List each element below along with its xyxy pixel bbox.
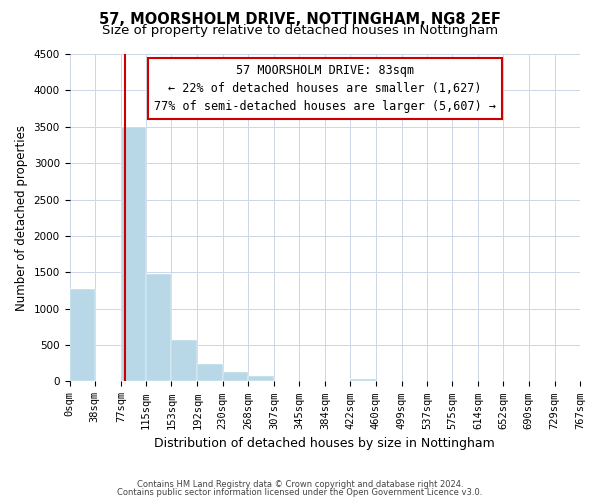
Bar [248,376,274,382]
Bar [223,372,248,382]
Y-axis label: Number of detached properties: Number of detached properties [15,124,28,310]
Bar [172,340,197,382]
Text: Contains HM Land Registry data © Crown copyright and database right 2024.: Contains HM Land Registry data © Crown c… [137,480,463,489]
Text: Contains public sector information licensed under the Open Government Licence v3: Contains public sector information licen… [118,488,482,497]
Bar [70,289,95,382]
Text: 57, MOORSHOLM DRIVE, NOTTINGHAM, NG8 2EF: 57, MOORSHOLM DRIVE, NOTTINGHAM, NG8 2EF [99,12,501,28]
Text: Size of property relative to detached houses in Nottingham: Size of property relative to detached ho… [102,24,498,37]
Bar [121,127,146,382]
Bar [350,380,376,382]
Text: 57 MOORSHOLM DRIVE: 83sqm
← 22% of detached houses are smaller (1,627)
77% of se: 57 MOORSHOLM DRIVE: 83sqm ← 22% of detac… [154,64,496,113]
Bar [197,364,223,382]
X-axis label: Distribution of detached houses by size in Nottingham: Distribution of detached houses by size … [154,437,495,450]
Bar [146,274,172,382]
